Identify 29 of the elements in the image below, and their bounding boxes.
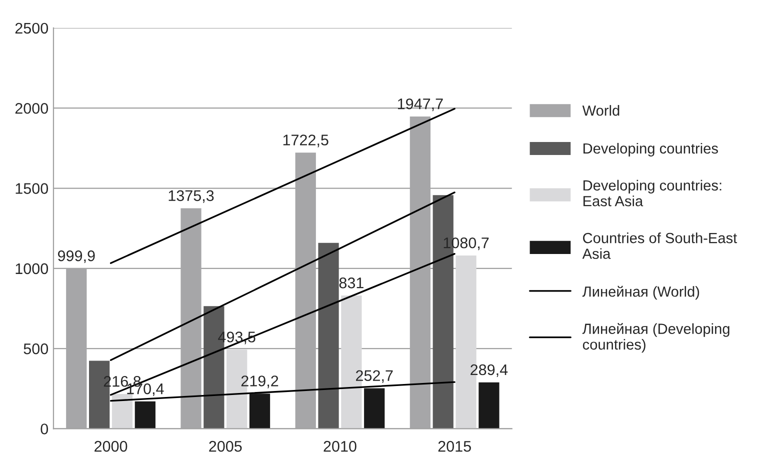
bar bbox=[318, 242, 339, 429]
y-tick-label: 2500 bbox=[15, 22, 48, 34]
legend-label: Countries of South-East Asia bbox=[582, 232, 738, 259]
data-label: 831 bbox=[339, 278, 364, 288]
y-tick-label: 500 bbox=[24, 343, 48, 354]
legend-label: World bbox=[582, 105, 620, 116]
legend-label: Линейная (Developing countries) bbox=[582, 323, 730, 353]
data-label: 999,9 bbox=[58, 250, 95, 264]
bar bbox=[134, 401, 156, 429]
legend-label: Линейная (World) bbox=[582, 286, 700, 300]
x-tick-label: 2005 bbox=[209, 440, 242, 452]
legend-label: Developing countries bbox=[583, 142, 718, 157]
data-label: 1722,5 bbox=[283, 134, 328, 148]
x-tick-label: 2010 bbox=[324, 440, 356, 452]
x-tick-label: 2000 bbox=[94, 440, 128, 452]
y-tick-label: 1000 bbox=[16, 263, 48, 274]
legend-label: Developing countries: East Asia bbox=[583, 180, 722, 206]
data-label: 1947,7 bbox=[398, 98, 443, 112]
data-label: 1375,3 bbox=[168, 190, 214, 203]
bar bbox=[478, 382, 500, 429]
bar bbox=[364, 388, 385, 429]
data-label: 252,7 bbox=[356, 370, 393, 383]
bar bbox=[249, 394, 270, 429]
y-tick-label: 1500 bbox=[16, 183, 48, 194]
data-label: 219,2 bbox=[241, 376, 278, 388]
x-tick-label: 2015 bbox=[438, 440, 471, 452]
data-label: 289,4 bbox=[470, 364, 508, 377]
y-tick-label: 2000 bbox=[15, 102, 48, 114]
y-tick-label: 0 bbox=[40, 424, 48, 434]
